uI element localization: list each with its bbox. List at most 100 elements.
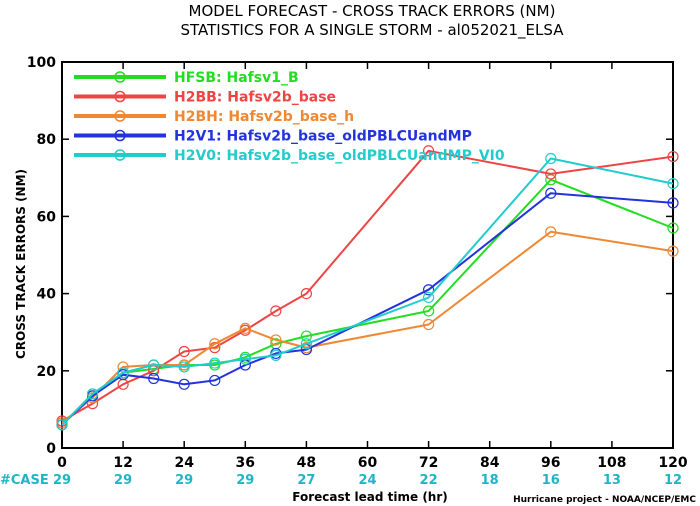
case-counts-row: #CASE 29 29 29 29 27 24 22 18 16 13 12 bbox=[0, 473, 682, 488]
plot-area bbox=[61, 61, 674, 449]
legend-label: H2BB: Hafsv2b_base bbox=[174, 90, 336, 106]
data-point bbox=[178, 345, 190, 358]
x-tick-label: 48 bbox=[297, 455, 316, 471]
case-count: 18 bbox=[481, 473, 499, 488]
data-point bbox=[86, 388, 99, 400]
data-point bbox=[423, 291, 435, 304]
case-count: 13 bbox=[603, 473, 621, 488]
y-axis-ticks: 0 20 40 60 80 100 bbox=[27, 55, 673, 457]
legend-marker bbox=[114, 71, 126, 83]
data-point bbox=[148, 372, 160, 385]
y-tick-label: 20 bbox=[37, 364, 57, 380]
data-point bbox=[667, 245, 679, 257]
legend-entry: H2V1: Hafsv2b_base_oldPBLCUandMP bbox=[74, 129, 472, 145]
data-point bbox=[148, 359, 160, 371]
chart-subtitle: STATISTICS FOR A SINGLE STORM - al052021… bbox=[181, 21, 565, 40]
y-tick-label: 60 bbox=[37, 209, 57, 225]
series-line bbox=[56, 152, 679, 431]
x-axis-ticks: 0 12 24 36 48 60 72 84 96 108 120 bbox=[57, 62, 688, 471]
data-point bbox=[270, 305, 282, 317]
data-point bbox=[545, 152, 557, 165]
data-point bbox=[423, 145, 435, 157]
legend-label: H2V0: Hafsv2b_base_oldPBLCUandMP_VI0 bbox=[174, 148, 505, 164]
data-point bbox=[300, 330, 312, 342]
case-label: #CASE bbox=[0, 473, 49, 488]
data-point bbox=[178, 378, 190, 390]
x-tick-label: 60 bbox=[358, 455, 378, 471]
credit-text: Hurricane project - NOAA/NCEP/EMC bbox=[513, 495, 696, 505]
chart-title: MODEL FORECAST - CROSS TRACK ERRORS (NM) bbox=[189, 2, 556, 20]
series-line bbox=[56, 145, 679, 427]
y-tick-label: 0 bbox=[46, 441, 56, 457]
data-point bbox=[117, 367, 129, 379]
x-axis-label: Forecast lead time (hr) bbox=[292, 490, 448, 504]
case-count: 29 bbox=[53, 473, 71, 488]
plot-border bbox=[61, 61, 674, 449]
data-point bbox=[270, 349, 282, 361]
case-count: 27 bbox=[297, 473, 315, 488]
data-point bbox=[423, 318, 435, 331]
legend-marker bbox=[114, 149, 126, 161]
series-path bbox=[61, 192, 674, 426]
x-tick-label: 96 bbox=[541, 455, 560, 471]
series-path bbox=[61, 149, 674, 422]
case-count: 24 bbox=[358, 473, 376, 488]
case-count: 16 bbox=[542, 473, 560, 488]
case-count: 12 bbox=[664, 473, 682, 488]
case-count: 29 bbox=[175, 473, 193, 488]
x-tick-label: 24 bbox=[174, 455, 194, 471]
data-point bbox=[423, 305, 435, 317]
data-point bbox=[178, 361, 190, 373]
data-point bbox=[270, 334, 282, 346]
data-point bbox=[209, 338, 221, 350]
data-point bbox=[667, 222, 679, 234]
legend-marker bbox=[114, 129, 126, 142]
data-point bbox=[423, 284, 435, 296]
case-count: 22 bbox=[420, 473, 438, 488]
data-point bbox=[56, 419, 68, 431]
data-point bbox=[545, 168, 557, 180]
data-point bbox=[239, 353, 251, 365]
data-point bbox=[239, 322, 251, 334]
legend-entry: HFSB: Hafsv1_B bbox=[74, 70, 299, 86]
x-tick-label: 84 bbox=[480, 455, 500, 471]
y-tick-label: 100 bbox=[27, 55, 56, 71]
x-tick-label: 0 bbox=[57, 455, 67, 471]
data-point bbox=[545, 226, 557, 238]
x-tick-label: 36 bbox=[236, 455, 255, 471]
data-point bbox=[209, 374, 221, 387]
case-count: 29 bbox=[236, 473, 254, 488]
data-point bbox=[545, 187, 557, 199]
series-path bbox=[61, 157, 674, 426]
x-tick-label: 12 bbox=[113, 455, 132, 471]
series-line bbox=[56, 174, 679, 431]
data-point bbox=[667, 177, 679, 190]
data-point bbox=[667, 150, 679, 163]
legend-entry: H2BH: Hafsv2b_base_h bbox=[74, 109, 354, 125]
x-tick-label: 108 bbox=[597, 455, 626, 471]
series-line bbox=[56, 187, 679, 431]
chart-titles: MODEL FORECAST - CROSS TRACK ERRORS (NM)… bbox=[181, 2, 565, 40]
legend-marker bbox=[114, 90, 126, 103]
legend-label: H2V1: Hafsv2b_base_oldPBLCUandMP bbox=[174, 129, 472, 145]
legend-entry: H2V0: Hafsv2b_base_oldPBLCUandMP_VI0 bbox=[74, 148, 505, 164]
series-line bbox=[56, 226, 679, 429]
data-point bbox=[209, 357, 221, 369]
case-count: 29 bbox=[114, 473, 132, 488]
series-lines bbox=[56, 145, 679, 431]
legend-label: HFSB: Hafsv1_B bbox=[174, 70, 299, 86]
legend-label: H2BH: Hafsv2b_base_h bbox=[174, 109, 354, 125]
y-tick-label: 80 bbox=[37, 132, 57, 148]
series-path bbox=[61, 230, 674, 424]
y-tick-label: 40 bbox=[37, 287, 57, 303]
data-point bbox=[300, 288, 312, 300]
legend-marker bbox=[114, 110, 126, 122]
data-point bbox=[667, 197, 679, 209]
x-tick-label: 120 bbox=[658, 455, 687, 471]
x-tick-label: 72 bbox=[419, 455, 438, 471]
series-path bbox=[61, 178, 674, 426]
data-point bbox=[300, 338, 312, 350]
legend-entry: H2BB: Hafsv2b_base bbox=[74, 90, 336, 106]
legend: HFSB: Hafsv1_B H2BB: Hafsv2b_base H2BH: Ha… bbox=[74, 70, 505, 164]
